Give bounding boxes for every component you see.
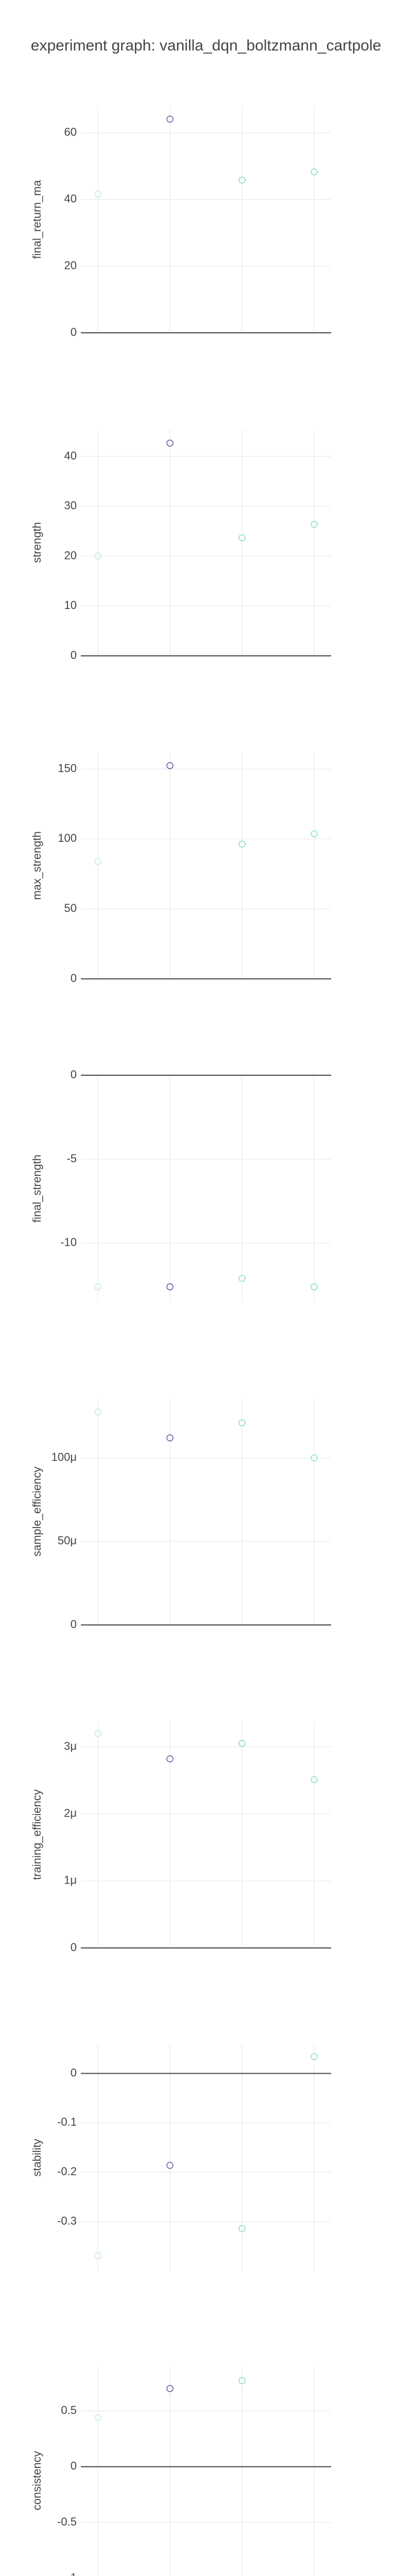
y-tick-label: 20	[64, 549, 77, 562]
y-tick-label: 0	[71, 2066, 77, 2079]
point	[238, 176, 246, 184]
point	[94, 190, 101, 197]
point	[166, 1434, 174, 1442]
point	[311, 1454, 318, 1462]
point	[166, 1755, 174, 1762]
y-tick-label: -5	[66, 1152, 77, 1165]
point	[311, 1283, 318, 1291]
y-tick-label: 1μ	[64, 1874, 77, 1887]
point	[166, 115, 174, 123]
point	[311, 520, 318, 528]
point	[238, 534, 246, 541]
y-tick-label: 40	[64, 449, 77, 462]
y-tick-label: 0	[71, 1941, 77, 1954]
point	[94, 1283, 101, 1291]
point	[166, 1283, 174, 1291]
point	[311, 830, 318, 838]
point	[94, 2414, 101, 2421]
y-axis-title: final_strength	[30, 1155, 43, 1223]
y-tick-label: 50	[64, 902, 77, 914]
point	[238, 1419, 246, 1427]
point	[238, 2377, 246, 2384]
y-tick-label: 2μ	[64, 1806, 77, 1819]
point	[238, 1740, 246, 1747]
y-tick-label: -0.3	[57, 2214, 77, 2227]
y-tick-label: 0.5	[61, 2403, 77, 2416]
chart-title: experiment graph: vanilla_dqn_boltzmann_…	[31, 37, 381, 54]
y-tick-label: 20	[64, 259, 77, 272]
y-axis-title: training_efficiency	[30, 1789, 43, 1880]
point	[94, 858, 101, 865]
y-tick-label: -0.2	[57, 2165, 77, 2178]
point	[94, 1730, 101, 1737]
y-tick-label: -10	[60, 1236, 77, 1249]
y-tick-label: -0.5	[57, 2515, 77, 2528]
y-axis-title: sample_efficiency	[30, 1467, 43, 1556]
y-tick-label: 0	[71, 2460, 77, 2472]
point	[238, 1275, 246, 1282]
y-tick-label: 0	[71, 649, 77, 662]
point	[166, 2385, 174, 2392]
point	[166, 2162, 174, 2169]
y-tick-label: 100	[58, 832, 77, 844]
y-axis-title: final_return_ma	[30, 180, 43, 259]
point	[311, 2053, 318, 2060]
point	[166, 439, 174, 447]
point	[311, 1776, 318, 1784]
y-tick-label: 100μ	[52, 1451, 77, 1464]
point	[94, 2252, 101, 2260]
point	[238, 2225, 246, 2232]
y-axis-title: stability	[30, 2139, 43, 2176]
y-tick-label: 40	[64, 192, 77, 205]
point	[311, 168, 318, 176]
point	[94, 552, 101, 560]
y-axis-title: strength	[30, 522, 43, 563]
y-tick-label: 3μ	[64, 1739, 77, 1752]
y-tick-label: 30	[64, 499, 77, 512]
y-tick-label: 60	[64, 126, 77, 139]
y-tick-label: 150	[58, 761, 77, 774]
y-tick-label: 0	[71, 1618, 77, 1631]
y-tick-label: 0	[71, 326, 77, 338]
y-tick-label: -1	[66, 2571, 77, 2576]
y-tick-label: 10	[64, 599, 77, 612]
y-axis-title: consistency	[30, 2451, 43, 2511]
point	[166, 762, 174, 769]
y-tick-label: 0	[71, 1068, 77, 1081]
y-axis-title: max_strength	[30, 831, 43, 900]
y-tick-label: 0	[71, 972, 77, 985]
point	[94, 1408, 101, 1416]
y-tick-label: 50μ	[58, 1534, 77, 1547]
point	[238, 840, 246, 848]
y-tick-label: -0.1	[57, 2115, 77, 2128]
